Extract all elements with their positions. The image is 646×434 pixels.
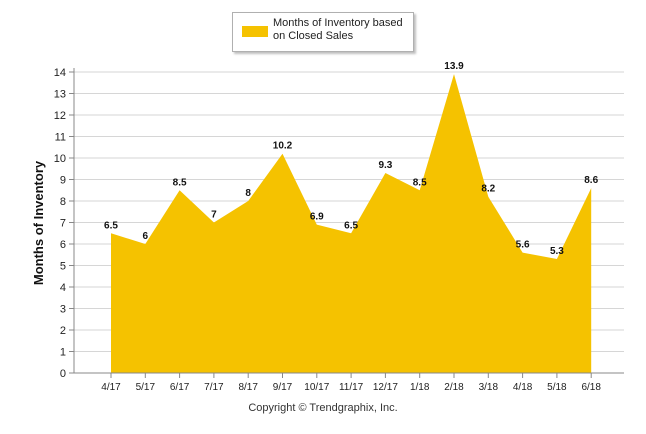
- x-tick-label: 1/18: [410, 382, 430, 393]
- y-tick-label: 2: [60, 325, 66, 337]
- data-label: 6.5: [104, 220, 118, 231]
- x-tick-label: 10/17: [304, 382, 329, 393]
- y-tick-label: 9: [60, 175, 66, 187]
- y-tick-label: 3: [60, 304, 66, 316]
- x-tick-label: 12/17: [373, 382, 398, 393]
- y-tick-label: 5: [60, 261, 66, 273]
- y-tick-label: 10: [54, 153, 66, 165]
- y-tick-label: 11: [55, 132, 66, 144]
- data-label: 8.6: [584, 175, 598, 186]
- x-tick-label: 4/17: [101, 382, 121, 393]
- x-tick-label: 11/17: [339, 382, 364, 393]
- y-axis-label: Months of Inventory: [31, 160, 46, 285]
- y-tick-label: 12: [54, 110, 66, 122]
- x-tick-label: 3/18: [479, 382, 499, 393]
- data-label: 5.3: [550, 246, 564, 257]
- data-label: 13.9: [444, 61, 464, 72]
- series-area: [111, 74, 592, 374]
- y-tick-label: 1: [60, 347, 66, 359]
- area-fill: [111, 74, 592, 374]
- data-label: 6.5: [344, 220, 358, 231]
- legend-label: Months of Inventory based on Closed Sale…: [273, 17, 403, 42]
- y-tick-label: 7: [60, 218, 66, 230]
- x-tick-label: 9/17: [273, 382, 293, 393]
- y-tick-label: 6: [60, 239, 66, 251]
- data-label: 6.9: [310, 212, 324, 223]
- data-label: 6: [143, 231, 149, 242]
- data-label: 8: [245, 188, 251, 199]
- axes: [73, 68, 624, 374]
- data-label: 8.5: [413, 177, 427, 188]
- data-labels: 6.5 6 8.5 7 8 10.2 6.9 6.5 9.3 8.5 13.9 8.2 5.6 5.3 8.…: [104, 61, 599, 257]
- x-tick-label: 4/18: [513, 382, 533, 393]
- y-tick-label: 0: [60, 368, 66, 380]
- data-label: 5.6: [516, 240, 530, 251]
- y-tick-label: 13: [54, 89, 66, 101]
- x-tick-label: 2/18: [444, 382, 464, 393]
- legend: Months of Inventory based on Closed Sale…: [232, 12, 414, 52]
- y-tick-label: 4: [60, 282, 66, 294]
- copyright-text: Copyright © Trendgraphix, Inc.: [248, 402, 398, 414]
- data-label: 9.3: [378, 160, 392, 171]
- x-tick-label: 5/18: [547, 382, 567, 393]
- data-label: 8.2: [481, 184, 495, 195]
- x-tick-label: 8/17: [238, 382, 258, 393]
- legend-swatch: [242, 26, 268, 37]
- y-tick-label: 14: [54, 67, 66, 79]
- x-axis-ticks: 4/17 5/17 6/17 7/17 8/17 9/17 10/17 11/17 12/17 1…: [101, 373, 601, 393]
- x-tick-label: 7/17: [204, 382, 224, 393]
- data-label: 10.2: [273, 141, 293, 152]
- x-tick-label: 6/18: [581, 382, 601, 393]
- data-label: 7: [211, 210, 217, 221]
- y-tick-label: 8: [60, 196, 66, 208]
- x-tick-label: 6/17: [170, 382, 190, 393]
- data-label: 8.5: [173, 177, 187, 188]
- x-tick-label: 5/17: [136, 382, 156, 393]
